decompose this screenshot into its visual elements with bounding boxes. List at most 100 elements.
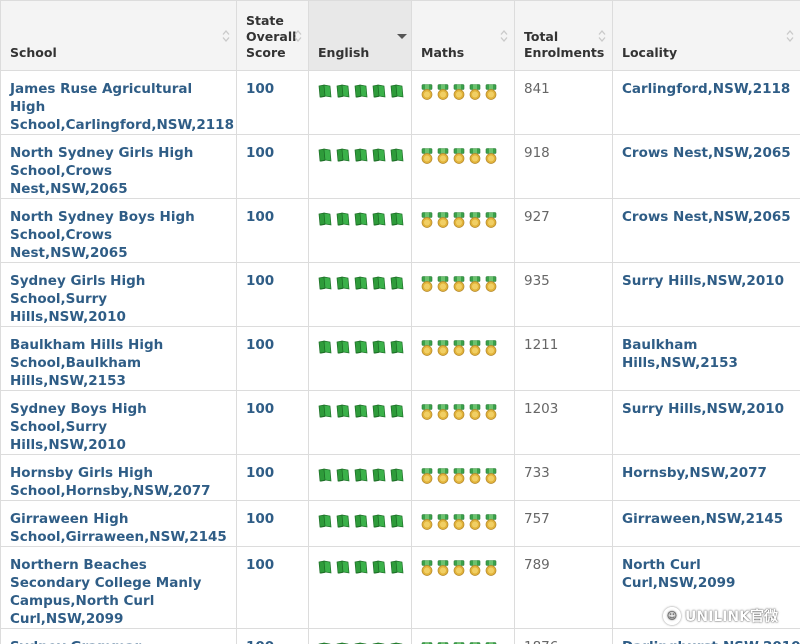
total-enrolments: 733 — [514, 454, 613, 501]
school-link[interactable]: Sydney Girls High School,Surry Hills,NSW… — [0, 262, 237, 327]
book-icon — [336, 212, 350, 231]
medal-icon — [485, 560, 497, 581]
medal-icon — [469, 276, 481, 297]
medal-icon — [421, 468, 433, 489]
column-header-school[interactable]: School — [0, 0, 237, 71]
medal-icon — [453, 468, 465, 489]
locality-link[interactable]: Crows Nest,NSW,2065 — [612, 134, 800, 199]
locality-link[interactable]: Surry Hills,NSW,2010 — [612, 390, 800, 455]
english-rating — [308, 454, 412, 501]
book-icon — [372, 468, 386, 487]
school-link[interactable]: Sydney Boys High School,Surry Hills,NSW,… — [0, 390, 237, 455]
locality-link[interactable]: Hornsby,NSW,2077 — [612, 454, 800, 501]
total-enrolments: 789 — [514, 546, 613, 629]
medal-icon — [421, 514, 433, 535]
book-icon — [390, 468, 404, 487]
column-header-label: State Overall Score — [246, 13, 297, 60]
locality-link[interactable]: Girraween,NSW,2145 — [612, 500, 800, 547]
maths-rating — [411, 454, 515, 501]
book-icon — [318, 84, 332, 103]
medal-icon — [421, 212, 433, 233]
medal-icon — [453, 148, 465, 169]
state-overall-score: 100 — [236, 70, 309, 135]
medal-icon — [485, 340, 497, 361]
school-link[interactable]: Sydney Grammar School,Darlinghurst,NSW,2… — [0, 628, 237, 644]
school-link[interactable]: Baulkham Hills High School,Baulkham Hill… — [0, 326, 237, 391]
column-header-state-overall-score[interactable]: State Overall Score — [236, 0, 309, 71]
book-icon — [354, 84, 368, 103]
column-header-maths[interactable]: Maths — [411, 0, 515, 71]
table-body: James Ruse Agricultural High School,Carl… — [0, 70, 800, 644]
book-icon — [390, 148, 404, 167]
english-rating — [308, 390, 412, 455]
total-enrolments: 757 — [514, 500, 613, 547]
medal-icon — [485, 148, 497, 169]
medal-icon — [469, 84, 481, 105]
book-icon — [318, 212, 332, 231]
locality-link[interactable]: Crows Nest,NSW,2065 — [612, 198, 800, 263]
maths-rating — [411, 390, 515, 455]
book-icon — [336, 276, 350, 295]
sort-arrows-icon — [598, 29, 606, 43]
medal-icon — [421, 560, 433, 581]
book-icon — [372, 560, 386, 579]
table-row: Girraween High School,Girraween,NSW,2145… — [0, 500, 800, 547]
medal-icon — [437, 212, 449, 233]
column-header-locality[interactable]: Locality — [612, 0, 800, 71]
book-icon — [354, 514, 368, 533]
state-overall-score: 100 — [236, 262, 309, 327]
medal-icon — [453, 276, 465, 297]
sort-arrows-icon — [786, 29, 794, 43]
book-icon — [390, 514, 404, 533]
medal-icon — [469, 212, 481, 233]
maths-rating — [411, 198, 515, 263]
school-link[interactable]: North Sydney Boys High School,Crows Nest… — [0, 198, 237, 263]
sort-desc-icon — [397, 29, 407, 43]
english-rating — [308, 70, 412, 135]
book-icon — [372, 148, 386, 167]
book-icon — [318, 468, 332, 487]
maths-rating — [411, 628, 515, 644]
english-rating — [308, 628, 412, 644]
school-link[interactable]: James Ruse Agricultural High School,Carl… — [0, 70, 237, 135]
state-overall-score: 100 — [236, 546, 309, 629]
medal-icon — [453, 84, 465, 105]
table-row: Sydney Grammar School,Darlinghurst,NSW,2… — [0, 628, 800, 644]
school-link[interactable]: Northern Beaches Secondary College Manly… — [0, 546, 237, 629]
column-header-label: Locality — [622, 45, 678, 60]
book-icon — [336, 560, 350, 579]
medal-icon — [469, 560, 481, 581]
maths-rating — [411, 326, 515, 391]
book-icon — [336, 514, 350, 533]
maths-rating — [411, 546, 515, 629]
medal-icon — [485, 404, 497, 425]
book-icon — [336, 468, 350, 487]
locality-link[interactable]: Surry Hills,NSW,2010 — [612, 262, 800, 327]
school-link[interactable]: Hornsby Girls High School,Hornsby,NSW,20… — [0, 454, 237, 501]
school-link[interactable]: Girraween High School,Girraween,NSW,2145 — [0, 500, 237, 547]
medal-icon — [485, 212, 497, 233]
medal-icon — [421, 404, 433, 425]
column-header-total-enrolments[interactable]: Total Enrolments — [514, 0, 613, 71]
book-icon — [318, 560, 332, 579]
column-header-english[interactable]: English — [308, 0, 412, 71]
book-icon — [372, 276, 386, 295]
medal-icon — [485, 468, 497, 489]
maths-rating — [411, 262, 515, 327]
state-overall-score: 100 — [236, 500, 309, 547]
locality-link[interactable]: North Curl Curl,NSW,2099 — [612, 546, 800, 629]
locality-link[interactable]: Darlinghurst,NSW,2010 — [612, 628, 800, 644]
state-overall-score: 100 — [236, 390, 309, 455]
book-icon — [336, 404, 350, 423]
table-row: North Sydney Boys High School,Crows Nest… — [0, 198, 800, 263]
locality-link[interactable]: Baulkham Hills,NSW,2153 — [612, 326, 800, 391]
english-rating — [308, 326, 412, 391]
medal-icon — [437, 404, 449, 425]
medal-icon — [437, 84, 449, 105]
total-enrolments: 1203 — [514, 390, 613, 455]
table-row: Hornsby Girls High School,Hornsby,NSW,20… — [0, 454, 800, 501]
locality-link[interactable]: Carlingford,NSW,2118 — [612, 70, 800, 135]
school-link[interactable]: North Sydney Girls High School,Crows Nes… — [0, 134, 237, 199]
maths-rating — [411, 500, 515, 547]
